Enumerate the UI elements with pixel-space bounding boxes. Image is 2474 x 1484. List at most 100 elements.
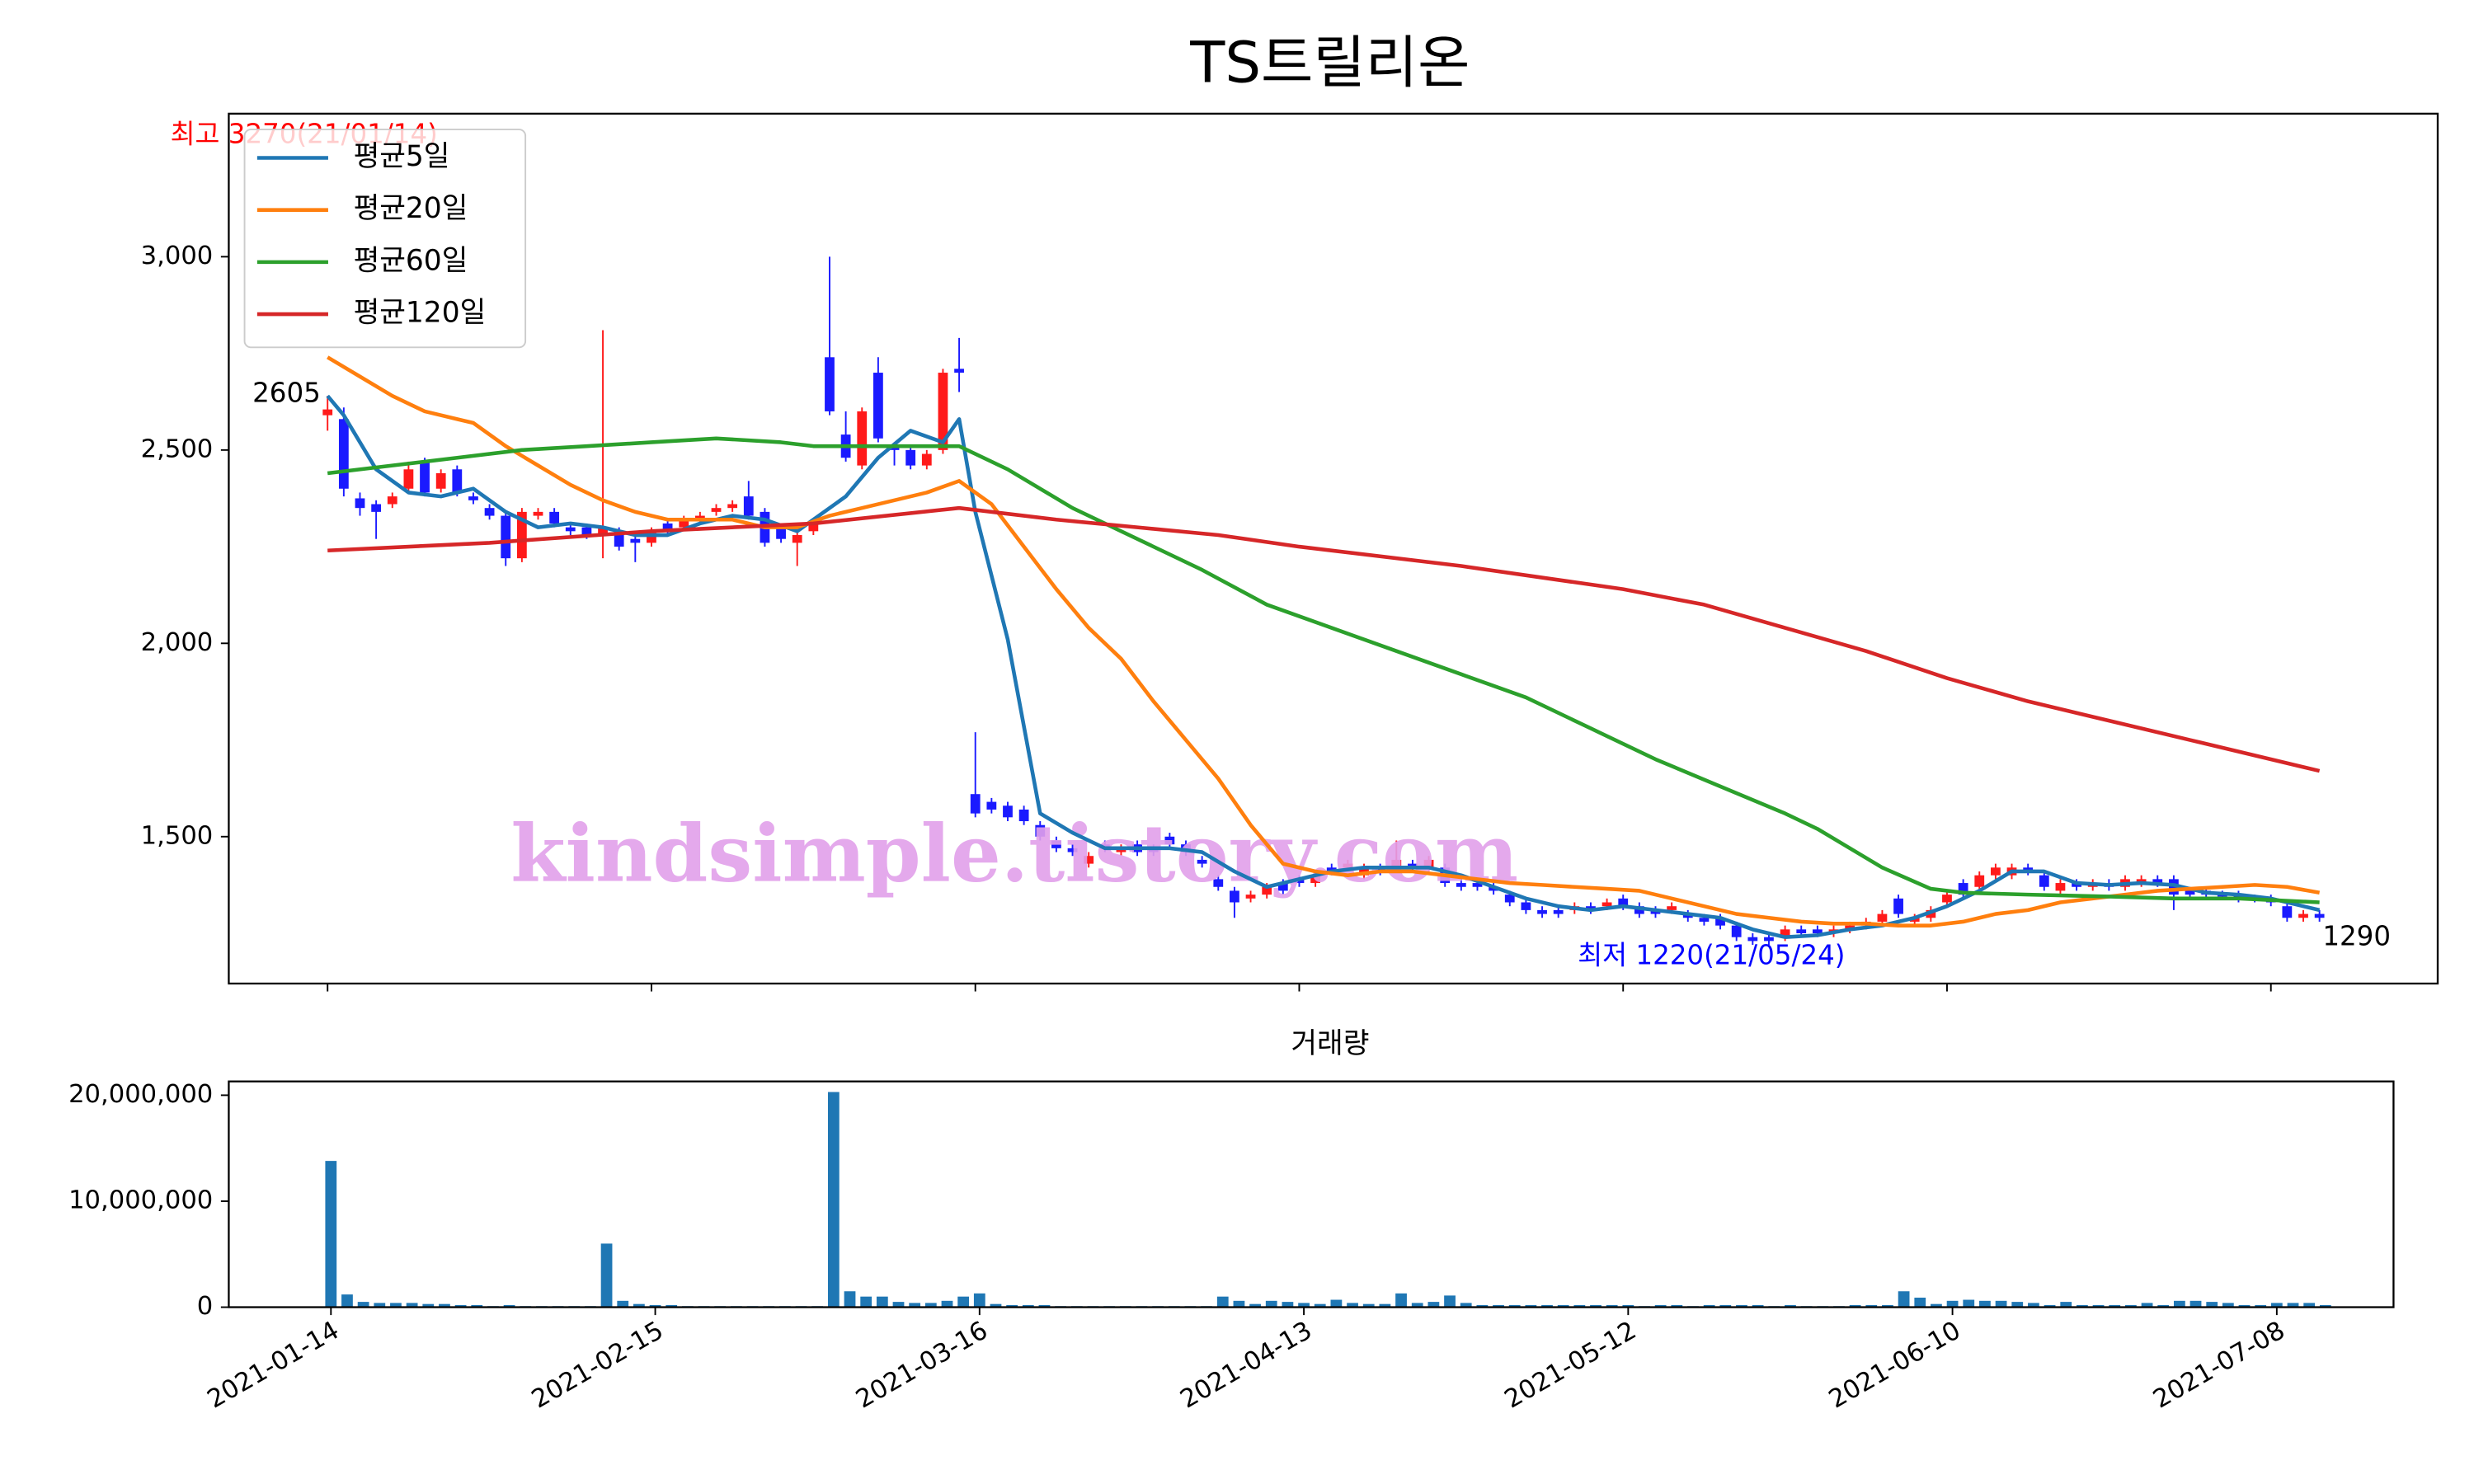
- ma-line: [327, 355, 2321, 928]
- chart-title: TS트릴리온: [1189, 30, 1470, 96]
- price-panel: 1,500 2,000 2,500 3,000 kindsimple.tistory.c…: [141, 119, 2391, 992]
- candle-body: [2072, 883, 2081, 887]
- volume-bar: [2303, 1303, 2316, 1308]
- volume-bar: [1525, 1304, 1537, 1308]
- volume-bar: [633, 1303, 645, 1308]
- candle-body: [776, 527, 786, 539]
- volume-bar: [1671, 1304, 1683, 1308]
- candle-body: [2298, 913, 2308, 918]
- volume-bar: [1995, 1300, 2007, 1308]
- volume-title: 거래량: [1291, 1027, 1369, 1060]
- candle-body: [662, 523, 673, 532]
- volume-bar: [1006, 1304, 1018, 1308]
- candle-body: [2314, 913, 2325, 918]
- candle-body: [1537, 909, 1547, 914]
- volume-bar: [1347, 1303, 1358, 1308]
- volume-bar: [1379, 1303, 1391, 1308]
- candle-body: [2023, 867, 2034, 871]
- candle-body: [1343, 863, 1353, 868]
- candle-body: [1391, 859, 1402, 868]
- volume-bar: [2189, 1300, 2202, 1308]
- ma-line: [326, 394, 2321, 939]
- candle-body: [938, 373, 948, 450]
- volume-bar: [1493, 1304, 1504, 1308]
- volume-bar: [876, 1296, 888, 1308]
- annotation: 1290: [2322, 920, 2391, 951]
- volume-bar: [2125, 1304, 2137, 1308]
- volume-bar: [649, 1304, 661, 1308]
- volume-bar: [1946, 1300, 1959, 1308]
- volume-bar: [1752, 1304, 1764, 1308]
- candle-body: [1796, 929, 1807, 934]
- candle-body: [1018, 809, 1029, 822]
- candle-body: [1618, 898, 1629, 907]
- volume-bar: [1914, 1297, 1926, 1308]
- volume-bar: [1590, 1304, 1602, 1308]
- candle-body: [1035, 824, 1046, 837]
- candle-body: [435, 472, 446, 489]
- candle-body: [1197, 859, 1207, 864]
- candle-body: [1164, 836, 1175, 845]
- volume-bar: [357, 1302, 369, 1308]
- candle-body: [921, 453, 932, 466]
- volume-bar: [1898, 1291, 1910, 1308]
- volume-bar: [2011, 1302, 2024, 1308]
- candle-body: [905, 449, 916, 466]
- volume-bar: [1979, 1300, 1991, 1308]
- y-tick-label: 0: [197, 1292, 213, 1321]
- volume-bar: [666, 1304, 678, 1308]
- candle-body: [338, 419, 349, 489]
- volume-bar: [2109, 1304, 2121, 1308]
- candle-body: [727, 504, 738, 509]
- y-tick-label: 3,000: [141, 242, 214, 270]
- volume-bar: [390, 1303, 402, 1308]
- candle-body: [1456, 883, 1466, 887]
- ma-line: [327, 436, 2320, 904]
- volume-bar: [1557, 1304, 1569, 1308]
- candle-body: [1326, 867, 1337, 871]
- volume-bar: [1216, 1296, 1229, 1308]
- volume-bar: [1038, 1304, 1051, 1308]
- candle-body: [565, 527, 576, 532]
- candle-body: [647, 531, 656, 543]
- legend-label: 평균60일: [354, 244, 468, 277]
- candle-body: [857, 411, 868, 466]
- volume-bar: [844, 1291, 856, 1308]
- volume-bar: [2060, 1302, 2072, 1308]
- volume-bar: [1314, 1303, 1326, 1308]
- volume-bar: [471, 1304, 483, 1308]
- candle-body: [1990, 867, 2001, 876]
- candle-body: [2282, 906, 2293, 918]
- candle-body: [954, 369, 964, 373]
- volume-bar: [2173, 1300, 2185, 1308]
- volume-bar: [617, 1300, 629, 1308]
- volume-bar: [2255, 1304, 2267, 1308]
- candle-body: [549, 511, 560, 524]
- volume-bar: [1233, 1300, 1245, 1308]
- candle-body: [743, 496, 754, 516]
- volume-bar: [2044, 1304, 2056, 1308]
- legend-label: 평균120일: [354, 297, 487, 330]
- candle-body: [873, 373, 883, 439]
- candle-body: [1084, 856, 1094, 864]
- volume-bar: [454, 1304, 467, 1308]
- candle-body: [711, 508, 722, 512]
- volume-bar: [941, 1300, 953, 1308]
- volume-bar: [439, 1303, 450, 1308]
- candle-body: [1181, 844, 1191, 852]
- candle-body: [1213, 879, 1224, 887]
- candle-body: [825, 357, 835, 411]
- candle-body: [2217, 895, 2227, 897]
- candle-body: [1682, 913, 1693, 918]
- legend-label: 평균20일: [354, 192, 468, 225]
- annotation: 2605: [252, 378, 321, 409]
- ma-line: [327, 505, 2321, 773]
- volume-bar: [827, 1092, 840, 1308]
- candle-body: [1650, 909, 1661, 914]
- candle-body: [2039, 875, 2049, 887]
- candle-body: [1375, 867, 1385, 871]
- candle-body: [986, 801, 997, 810]
- candle-body: [1780, 929, 1790, 937]
- candle-body: [1051, 840, 1061, 848]
